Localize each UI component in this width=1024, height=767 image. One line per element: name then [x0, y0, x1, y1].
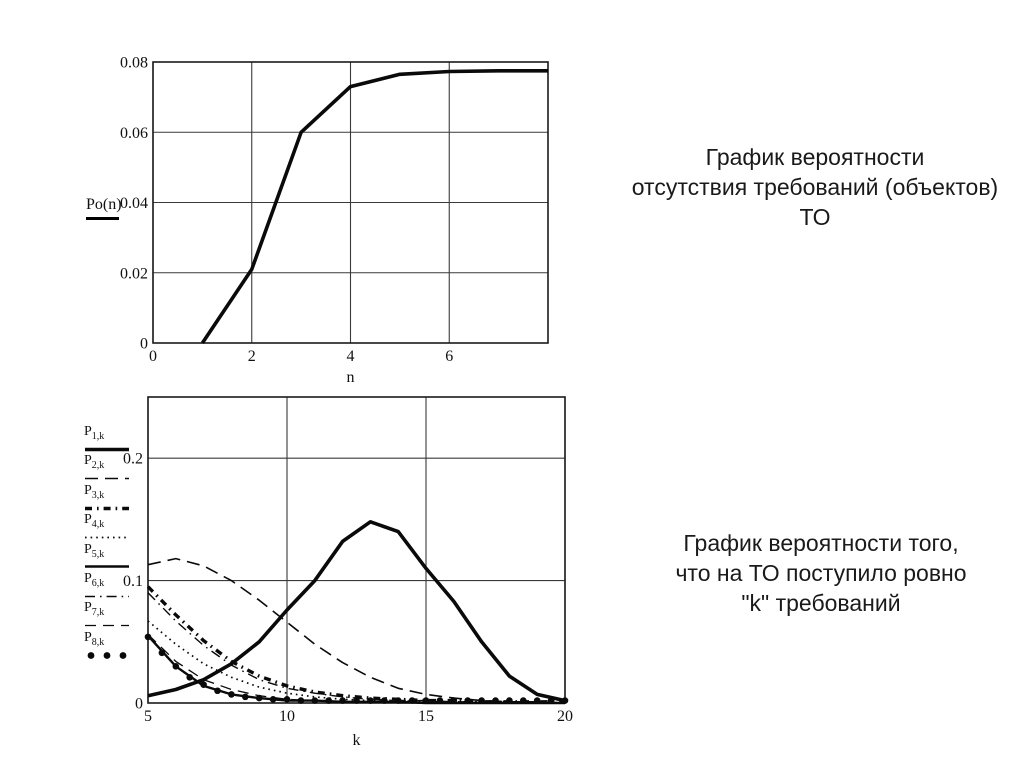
legend-item-6: P6,k [84, 571, 144, 600]
legend-item-4: P4,k [84, 512, 144, 541]
series-dot-8 [144, 633, 152, 641]
legend-dot [87, 651, 95, 659]
legend-item-8: P8,k [84, 630, 144, 659]
top-chart-trace-label: Po(n) [86, 196, 122, 213]
y-tick-label: 0 [135, 696, 143, 713]
legend-sample-7 [85, 624, 129, 627]
legend-sample-1 [85, 447, 129, 452]
y-tick-label: 0.06 [120, 125, 148, 142]
legend-sample-2 [85, 477, 129, 480]
caption-bottom-line1: График вероятности того, [683, 530, 959, 556]
x-tick-label: 4 [347, 348, 355, 365]
series-dot-8 [311, 697, 319, 704]
legend-item-1: P1,k [84, 424, 144, 453]
x-tick-label: 2 [248, 348, 256, 365]
y-tick-label: 0 [140, 336, 148, 353]
x-tick-label: 0 [149, 348, 157, 365]
caption-top: График вероятности отсутствия требований… [610, 142, 1020, 232]
legend-item-2: P2,k [84, 453, 144, 482]
series-dot-8 [381, 697, 388, 704]
series-dot-8 [478, 697, 485, 704]
series-dot-8 [436, 697, 444, 704]
series-line-1 [200, 69, 548, 345]
x-tick-label: 15 [418, 708, 434, 725]
y-tick-label: 0.02 [120, 265, 148, 282]
legend-item-5: P5,k [84, 542, 144, 571]
series-dot-8 [242, 693, 249, 701]
top-probability-chart: 0 2 4 6 0 0.02 0.04 0.06 0.08 n [120, 55, 549, 386]
legend-item-3: P3,k [84, 483, 144, 512]
caption-bottom: График вероятности того, что на ТО посту… [616, 528, 1024, 618]
legend-label-8: P8,k [84, 629, 105, 648]
series-dot-8 [533, 697, 541, 704]
legend-sample-3 [85, 506, 129, 510]
series-dot-8 [339, 697, 346, 704]
caption-top-line3: ТО [799, 204, 831, 230]
series-dot-8 [547, 697, 555, 704]
series-dot-8 [367, 697, 374, 704]
x-tick-label: 5 [144, 708, 152, 725]
series-dot-8 [255, 694, 263, 702]
series-line-4 [147, 620, 565, 704]
plot-frame [147, 396, 566, 704]
legend-label-1: P1,k [84, 424, 105, 442]
top-chart-legend: Po(n) [86, 196, 122, 220]
x-tick-label: 20 [557, 708, 573, 725]
plot-frame [152, 61, 549, 344]
series-dot-8 [228, 691, 235, 698]
series-dot-8 [269, 696, 277, 703]
caption-top-line2: отсутствия требований (объектов) [631, 174, 999, 200]
top-chart-trace-sample [86, 217, 119, 220]
series-line-1 [147, 520, 566, 703]
series-dot-8 [186, 673, 193, 681]
series-dot-8 [172, 662, 180, 670]
series-dot-8 [200, 681, 207, 688]
series-dot-8 [408, 697, 416, 704]
series-dot-8 [520, 697, 527, 704]
legend-label-4: P4,k [84, 512, 105, 530]
series-dot-8 [353, 697, 360, 704]
series-dot-8 [283, 696, 291, 703]
legend-sample-5 [85, 565, 129, 569]
bottom-chart-legend: P1,k P2,k P3,k P4,k P5,k P6,k P7,k P8,k [84, 424, 144, 659]
y-tick-label: 0.04 [120, 195, 148, 212]
legend-sample-8 [87, 651, 127, 659]
caption-top-line1: График вероятности [705, 144, 925, 170]
series-dot-8 [394, 697, 402, 704]
series-dot-8 [464, 697, 472, 704]
series-dot-8 [506, 697, 513, 704]
legend-label-3: P3,k [84, 482, 105, 501]
caption-bottom-line3: "k" требований [741, 590, 901, 616]
caption-bottom-line2: что на ТО поступило ровно [675, 560, 967, 586]
series-dot-8 [450, 697, 458, 704]
legend-label-5: P5,k [84, 541, 105, 560]
y-tick-label: 0.08 [120, 55, 148, 72]
x-tick-label: 10 [279, 708, 295, 725]
bottom-probability-chart: 5 10 15 20 0 0.1 0.2 k [123, 396, 573, 749]
legend-item-7: P7,k [84, 600, 144, 629]
legend-sample-6 [85, 595, 129, 597]
series-dot-8 [561, 697, 569, 704]
series-line-3 [146, 585, 565, 704]
series-dot-8 [297, 697, 305, 704]
series-dot-8 [422, 697, 430, 704]
x-axis-label: k [353, 732, 361, 749]
series-dot-8 [214, 687, 221, 695]
x-tick-label: 6 [445, 348, 453, 365]
y-tick-label: 0.2 [123, 451, 143, 468]
x-axis-label: n [347, 369, 355, 386]
legend-label-2: P2,k [84, 453, 105, 472]
series-dot-8 [158, 649, 166, 657]
series-dot-8 [492, 697, 499, 704]
legend-dot [103, 651, 111, 659]
series-dot-8 [325, 697, 333, 704]
legend-label-6: P6,k [84, 570, 105, 589]
y-tick-label: 0.1 [123, 573, 143, 590]
legend-dot [119, 651, 127, 659]
legend-label-7: P7,k [84, 600, 105, 619]
